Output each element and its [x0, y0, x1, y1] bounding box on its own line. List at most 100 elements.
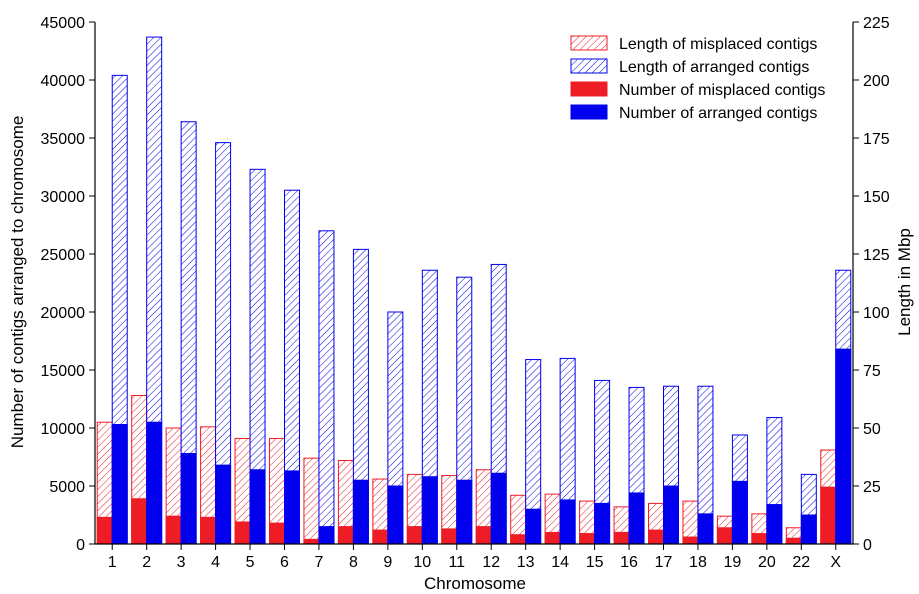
- y-left-tick-label: 30000: [41, 189, 86, 206]
- legend-swatch-1: [570, 35, 608, 51]
- bar-number-arranged-22: [800, 514, 817, 545]
- y-axis-right-label: Length in Mbp: [895, 228, 914, 336]
- bar-number-misplaced-16: [613, 531, 630, 545]
- x-tick-label-22: 22: [792, 554, 810, 571]
- y-right-tick-label: 50: [863, 421, 881, 438]
- x-tick-label-9: 9: [383, 554, 392, 571]
- bar-number-arranged-20: [766, 504, 783, 545]
- x-tick-label-5: 5: [246, 554, 255, 571]
- x-tick-label-4: 4: [211, 554, 220, 571]
- bar-number-arranged-16: [628, 492, 645, 545]
- y-right-tick-label: 200: [863, 73, 890, 90]
- bar-number-misplaced-X: [820, 486, 837, 545]
- y-axis-left-label: Number of contigs arranged to chromosome: [8, 116, 27, 449]
- legend-swatch-3: [570, 81, 608, 97]
- y-right-tick-label: 175: [863, 131, 890, 148]
- bar-number-misplaced-5: [234, 521, 251, 545]
- x-tick-label-13: 13: [517, 554, 535, 571]
- bar-number-arranged-18: [697, 513, 714, 545]
- bar-number-arranged-19: [731, 480, 748, 545]
- bar-number-misplaced-2: [131, 498, 148, 545]
- x-tick-label-7: 7: [315, 554, 324, 571]
- x-tick-label-16: 16: [620, 554, 638, 571]
- x-tick-label-2: 2: [142, 554, 151, 571]
- bar-number-misplaced-10: [406, 526, 423, 545]
- y-right-tick-label: 0: [863, 537, 872, 554]
- bar-number-arranged-15: [594, 502, 611, 545]
- legend-label-2: Length of arranged contigs: [619, 59, 809, 76]
- axes-group: [94, 22, 854, 545]
- y-left-tick-label: 0: [76, 537, 85, 554]
- bar-number-arranged-17: [663, 485, 679, 545]
- x-tick-label-12: 12: [482, 554, 500, 571]
- x-tick-label-1: 1: [108, 554, 117, 571]
- x-tick-label-8: 8: [349, 554, 358, 571]
- bar-number-misplaced-3: [165, 515, 182, 545]
- bar-number-misplaced-20: [751, 533, 768, 545]
- bar-number-arranged-3: [180, 453, 197, 545]
- y-left-tick-label: 25000: [41, 247, 86, 264]
- bar-number-misplaced-1: [96, 516, 113, 545]
- x-tick-label-3: 3: [177, 554, 186, 571]
- bar-number-arranged-7: [318, 526, 335, 545]
- bar-length-misplaced-7: [303, 457, 320, 545]
- bar-number-arranged-11: [456, 479, 473, 545]
- bar-number-misplaced-12: [475, 526, 492, 545]
- y-left-tick-label: 10000: [41, 421, 86, 438]
- x-tick-label-15: 15: [586, 554, 604, 571]
- bar-number-arranged-1: [111, 424, 128, 545]
- x-tick-label-14: 14: [551, 554, 569, 571]
- y-right-tick-label: 125: [863, 247, 890, 264]
- legend-label-3: Number of misplaced contigs: [619, 82, 825, 99]
- bar-number-misplaced-22: [785, 537, 802, 545]
- bar-number-arranged-9: [387, 485, 404, 545]
- y-left-tick-label: 5000: [49, 479, 85, 496]
- bar-number-misplaced-8: [337, 526, 354, 545]
- bar-number-arranged-12: [490, 472, 507, 545]
- legend-label-4: Number of arranged contigs: [619, 105, 817, 122]
- y-left-tick-label: 35000: [41, 131, 86, 148]
- bar-number-arranged-4: [215, 464, 232, 545]
- x-tick-label-19: 19: [724, 554, 742, 571]
- bar-number-arranged-8: [352, 479, 369, 545]
- x-axis-label: Chromosome: [424, 574, 526, 593]
- bar-number-arranged-X: [835, 348, 852, 545]
- bar-number-misplaced-17: [648, 529, 664, 545]
- bar-number-misplaced-13: [510, 534, 527, 545]
- bar-number-misplaced-19: [716, 527, 733, 545]
- x-tick-label-11: 11: [448, 554, 465, 571]
- y-right-tick-label: 75: [863, 363, 881, 380]
- legend-swatch-2: [570, 58, 608, 74]
- x-tick-label-X: X: [830, 554, 841, 571]
- bar-number-arranged-13: [525, 508, 542, 545]
- legend-label-1: Length of misplaced contigs: [619, 36, 817, 53]
- bar-number-arranged-5: [249, 469, 266, 545]
- x-tick-label-18: 18: [689, 554, 707, 571]
- bar-number-misplaced-7: [303, 538, 320, 545]
- x-tick-label-17: 17: [655, 554, 673, 571]
- bar-length-arranged-7: [318, 230, 335, 545]
- x-tick-label-10: 10: [413, 554, 431, 571]
- bar-number-misplaced-15: [579, 533, 596, 545]
- y-right-tick-label: 25: [863, 479, 881, 496]
- x-tick-label-20: 20: [758, 554, 776, 571]
- bar-number-misplaced-6: [269, 522, 285, 545]
- bar-number-misplaced-11: [441, 528, 458, 545]
- x-tick-label-6: 6: [280, 554, 289, 571]
- y-axis-right-ticks: 0 25 50 75 100 125 150 175 200 225: [853, 15, 890, 554]
- y-right-tick-label: 225: [863, 15, 890, 32]
- bar-number-misplaced-18: [682, 536, 699, 545]
- y-left-tick-label: 45000: [41, 15, 86, 32]
- y-right-tick-label: 150: [863, 189, 890, 206]
- legend: Length of misplaced contigs Length of arr…: [570, 35, 825, 122]
- x-axis-ticks: 1 2 3 4 5 6 7 8 9 10 11 12 13 14 15 16 17 18 19 20 22 X: [108, 544, 841, 571]
- bar-number-misplaced-4: [200, 516, 217, 545]
- y-right-tick-label: 100: [863, 305, 890, 322]
- y-left-tick-label: 40000: [41, 73, 86, 90]
- bar-number-arranged-2: [146, 421, 163, 545]
- legend-swatch-4: [570, 104, 608, 120]
- y-axis-left-ticks: 0 5000 10000 15000 20000 25000 30000 35000 40000…: [41, 15, 95, 554]
- bar-number-misplaced-14: [544, 531, 561, 545]
- bar-number-arranged-6: [284, 470, 300, 545]
